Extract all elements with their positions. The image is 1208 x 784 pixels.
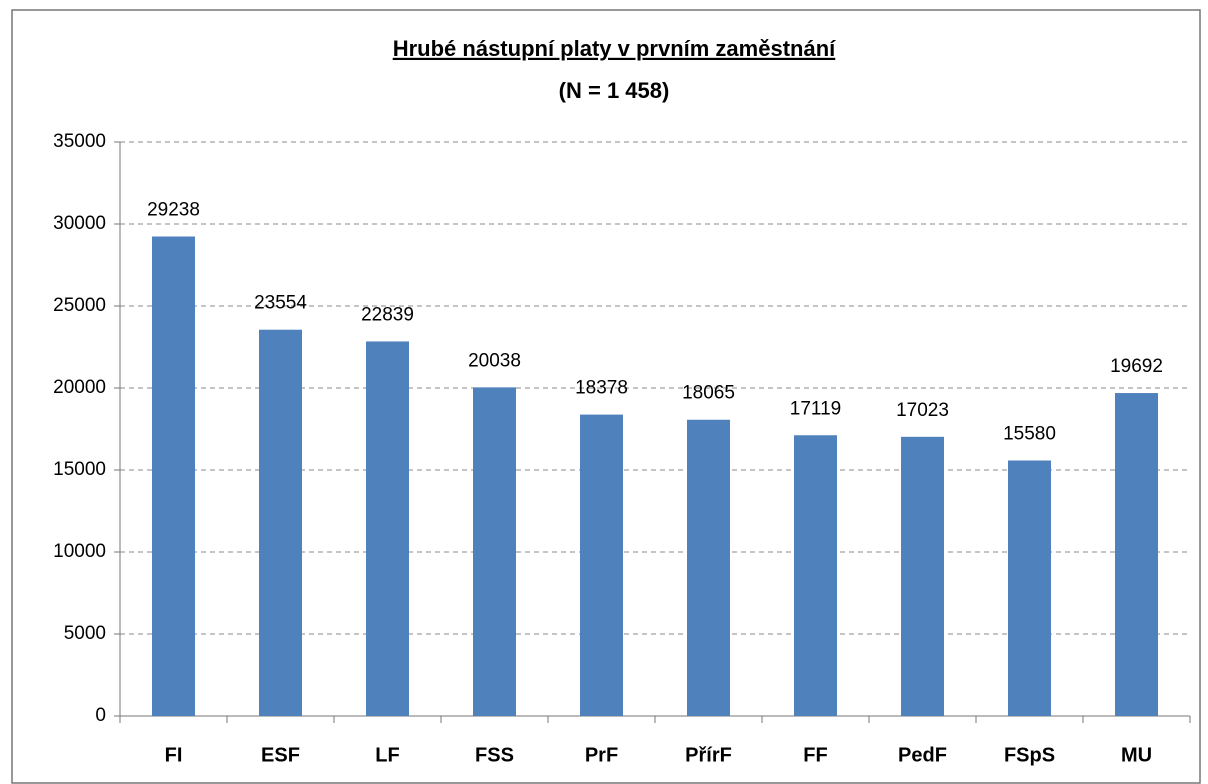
x-tick-label: MU — [1121, 744, 1152, 766]
y-tick-label: 0 — [95, 705, 106, 726]
x-tick-label: PedF — [898, 744, 947, 766]
bar — [1008, 460, 1051, 716]
bar — [901, 436, 944, 716]
chart-subtitle: (N = 1 458) — [559, 78, 670, 103]
y-tick-label: 25000 — [53, 295, 106, 316]
value-label: 20038 — [468, 350, 521, 371]
value-label: 23554 — [254, 293, 307, 314]
value-label: 17023 — [896, 400, 949, 421]
x-tick-label: FI — [165, 744, 183, 766]
bar — [259, 329, 302, 716]
x-tick-label: ESF — [261, 744, 300, 766]
value-label: 22839 — [361, 304, 414, 325]
x-tick-label: LF — [375, 744, 399, 766]
value-label: 17119 — [790, 398, 841, 419]
chart-title: Hrubé nástupní platy v prvním zaměstnání — [393, 36, 836, 61]
bar — [473, 387, 516, 716]
value-label: 18378 — [575, 378, 628, 399]
bar — [794, 435, 837, 716]
y-tick-label: 30000 — [53, 213, 106, 234]
value-label: 15580 — [1003, 424, 1056, 445]
y-tick-label: 5000 — [64, 623, 106, 644]
value-label: 19692 — [1110, 356, 1163, 377]
value-label: 29238 — [147, 200, 200, 221]
y-tick-label: 20000 — [53, 377, 106, 398]
bar — [1115, 393, 1158, 716]
bar — [366, 341, 409, 716]
x-tick-label: FSpS — [1004, 744, 1055, 766]
bar — [152, 236, 195, 716]
x-tick-label: FF — [803, 744, 827, 766]
x-tick-label: PřírF — [685, 744, 732, 766]
x-tick-label: FSS — [475, 744, 514, 766]
y-tick-label: 15000 — [53, 459, 106, 480]
x-tick-label: PrF — [585, 744, 618, 766]
y-tick-label: 10000 — [53, 541, 106, 562]
value-label: 18065 — [682, 383, 735, 404]
bar — [580, 414, 623, 716]
bar — [687, 419, 730, 716]
y-tick-label: 35000 — [53, 131, 106, 152]
